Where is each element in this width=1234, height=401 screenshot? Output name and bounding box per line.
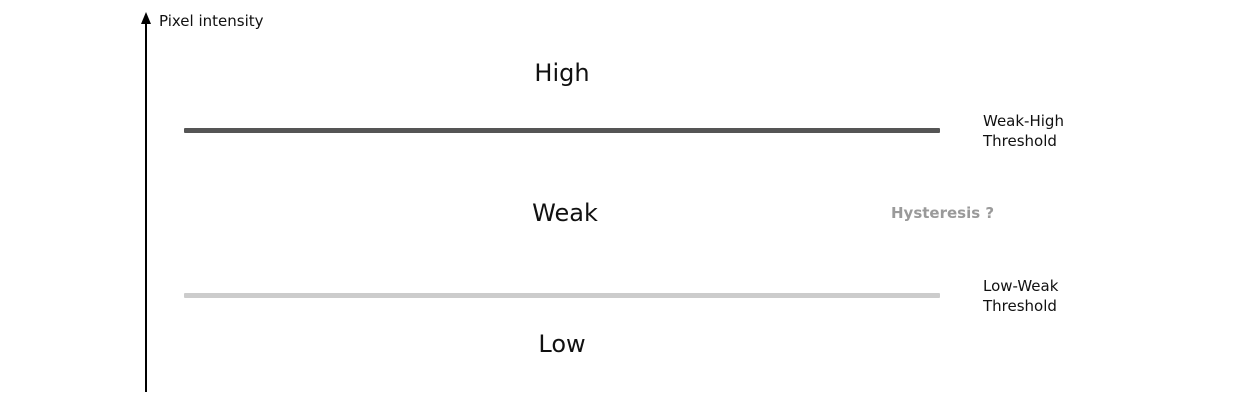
- weak-high-threshold-line: [184, 128, 940, 133]
- low-weak-threshold-label-line1: Low-Weak: [983, 277, 1059, 295]
- low-weak-threshold-label: Low-Weak Threshold: [983, 276, 1058, 316]
- axis-arrowhead: [141, 12, 151, 24]
- weak-high-threshold-label-line2: Threshold: [983, 132, 1057, 150]
- region-label-low: Low: [538, 330, 586, 358]
- weak-high-threshold-label: Weak-High Threshold: [983, 111, 1064, 151]
- hysteresis-annotation: Hysteresis ?: [891, 204, 995, 222]
- region-label-high: High: [534, 59, 590, 87]
- weak-high-threshold-label-line1: Weak-High: [983, 112, 1064, 130]
- low-weak-threshold-label-line2: Threshold: [983, 297, 1057, 315]
- region-label-weak: Weak: [532, 199, 598, 227]
- low-weak-threshold-line: [184, 293, 940, 298]
- axis-label: Pixel intensity: [159, 12, 264, 30]
